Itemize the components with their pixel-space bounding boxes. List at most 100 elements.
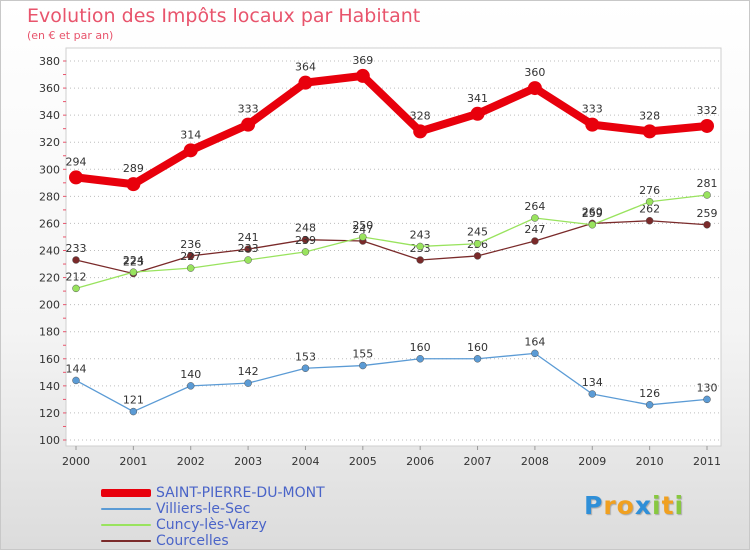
data-point bbox=[700, 118, 714, 133]
legend-label: SAINT-PIERRE-DU-MONT bbox=[156, 485, 325, 501]
data-label: 239 bbox=[295, 234, 316, 247]
data-label: 332 bbox=[697, 104, 718, 117]
data-point bbox=[588, 390, 597, 398]
data-point bbox=[470, 106, 485, 121]
legend-label: Cuncy-lès-Varzy bbox=[156, 517, 267, 533]
x-tick-label: 2004 bbox=[291, 455, 319, 468]
logo-letter: i bbox=[674, 491, 685, 520]
data-point bbox=[72, 284, 80, 293]
data-point bbox=[473, 355, 482, 363]
data-label: 260 bbox=[582, 205, 603, 218]
data-point bbox=[129, 407, 138, 416]
data-label: 247 bbox=[524, 223, 545, 236]
data-label: 341 bbox=[467, 92, 488, 105]
data-label: 259 bbox=[582, 207, 603, 220]
data-label: 236 bbox=[180, 238, 201, 251]
logo-letter: o bbox=[616, 491, 635, 520]
legend-swatch bbox=[101, 524, 151, 526]
data-label: 294 bbox=[66, 155, 87, 168]
y-tick-label: 300 bbox=[39, 163, 60, 176]
legend-item-saint-pierre: SAINT-PIERRE-DU-MONT bbox=[101, 485, 361, 501]
data-label: 160 bbox=[410, 341, 431, 354]
y-tick-label: 340 bbox=[39, 109, 60, 122]
data-label: 369 bbox=[352, 54, 373, 67]
data-label: 360 bbox=[524, 66, 545, 79]
data-label: 364 bbox=[295, 61, 316, 74]
data-point bbox=[531, 214, 539, 222]
data-label: 164 bbox=[524, 335, 545, 348]
logo-letter: x bbox=[634, 491, 652, 520]
series-line-0 bbox=[75, 71, 708, 189]
data-point bbox=[355, 68, 370, 83]
data-point bbox=[416, 242, 424, 251]
data-label: 130 bbox=[697, 381, 718, 394]
data-label: 333 bbox=[582, 103, 603, 116]
y-tick-label: 240 bbox=[39, 245, 60, 258]
data-label: 243 bbox=[410, 228, 431, 241]
proxiti-logo: Proxiti bbox=[584, 491, 684, 520]
data-label: 245 bbox=[467, 226, 488, 239]
y-tick-label: 280 bbox=[39, 190, 60, 203]
data-point bbox=[301, 248, 310, 256]
legend-item-cuncy: Cuncy-lès-Varzy bbox=[101, 517, 361, 533]
y-tick-label: 260 bbox=[39, 217, 60, 230]
data-point bbox=[129, 268, 138, 276]
data-point bbox=[298, 75, 313, 90]
series-line-2 bbox=[75, 194, 708, 290]
data-label: 289 bbox=[123, 162, 144, 175]
data-label: 328 bbox=[639, 109, 660, 122]
data-point bbox=[642, 124, 657, 139]
data-label: 142 bbox=[238, 365, 259, 378]
data-point bbox=[645, 216, 654, 225]
data-label: 224 bbox=[123, 254, 144, 267]
data-point bbox=[531, 237, 539, 245]
data-point bbox=[527, 81, 542, 96]
data-point bbox=[244, 245, 252, 253]
data-point bbox=[72, 376, 80, 385]
data-point bbox=[416, 355, 424, 363]
legend-swatch bbox=[101, 489, 151, 497]
data-point bbox=[416, 256, 424, 264]
data-point bbox=[645, 198, 654, 206]
x-tick-label: 2005 bbox=[349, 455, 377, 468]
data-point bbox=[301, 235, 310, 244]
x-tick-label: 2010 bbox=[636, 455, 664, 468]
data-label: 212 bbox=[66, 270, 87, 283]
data-point bbox=[359, 361, 367, 370]
logo-letter: i bbox=[652, 491, 662, 520]
data-label: 134 bbox=[582, 376, 603, 389]
y-tick-label: 200 bbox=[39, 299, 60, 312]
data-point bbox=[359, 233, 367, 241]
data-label: 233 bbox=[66, 242, 87, 255]
data-point bbox=[703, 191, 711, 199]
data-label: 248 bbox=[295, 222, 316, 235]
data-label: 247 bbox=[352, 223, 373, 236]
x-tick-label: 2007 bbox=[464, 455, 492, 468]
chart-subtitle: (en € et par an) bbox=[27, 29, 114, 42]
legend-item-villiers: Villiers-le-Sec bbox=[101, 501, 361, 517]
chart-title: Evolution des Impôts locaux par Habitant bbox=[27, 5, 421, 27]
data-point bbox=[241, 117, 256, 132]
legend-item-courcelles: Courcelles bbox=[101, 533, 361, 549]
x-tick-label: 2002 bbox=[177, 455, 205, 468]
data-point bbox=[531, 349, 539, 358]
data-label: 264 bbox=[524, 200, 545, 213]
data-label: 328 bbox=[410, 109, 431, 122]
data-label: 155 bbox=[352, 348, 373, 361]
y-tick-label: 320 bbox=[39, 136, 60, 149]
data-label: 121 bbox=[123, 394, 144, 407]
y-tick-label: 380 bbox=[39, 55, 60, 68]
data-label: 314 bbox=[180, 128, 201, 141]
legend-swatch bbox=[101, 508, 151, 510]
y-tick-label: 160 bbox=[39, 353, 60, 366]
data-point bbox=[301, 364, 310, 373]
data-label: 250 bbox=[352, 219, 373, 232]
y-tick-label: 120 bbox=[39, 407, 60, 420]
y-tick-label: 220 bbox=[39, 272, 60, 285]
data-point bbox=[186, 252, 195, 260]
y-tick-label: 180 bbox=[39, 326, 60, 339]
legend-label: Villiers-le-Sec bbox=[156, 501, 251, 517]
series-line-3 bbox=[75, 220, 708, 275]
